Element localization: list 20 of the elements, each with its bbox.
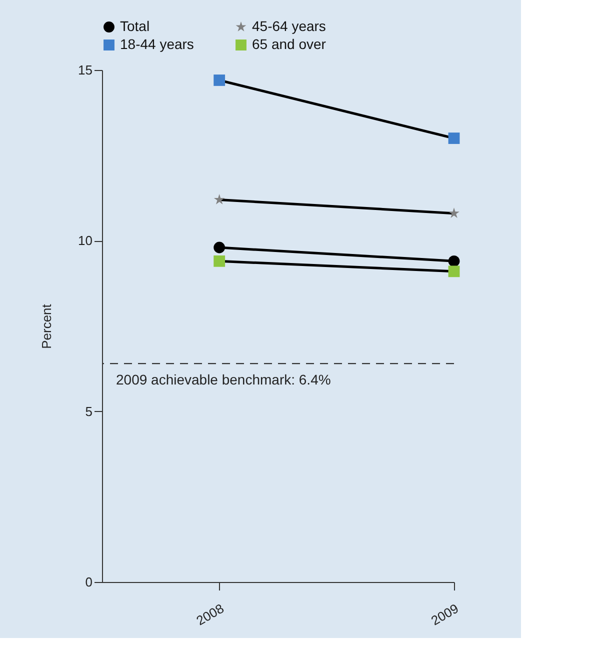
ref-line-label: 2009 achievable benchmark: 6.4% (116, 372, 331, 388)
legend-label: Total (120, 18, 150, 34)
point (214, 74, 226, 86)
point (448, 132, 460, 144)
point (214, 194, 225, 204)
x-tick-label: 2008 (194, 600, 226, 628)
legend-label: 65 and over (252, 36, 326, 52)
point (448, 255, 460, 267)
y-axis-title: Percent (39, 304, 54, 349)
y-tick-label: 15 (78, 62, 92, 78)
y-tick-label: 5 (85, 404, 92, 419)
y-tick-label: 10 (78, 233, 92, 248)
point (214, 255, 226, 267)
legend-label: 18-44 years (120, 36, 194, 52)
point (214, 242, 226, 254)
x-tick-label: 2009 (428, 600, 461, 628)
point (448, 208, 460, 218)
legend-label: 45-64 years (252, 18, 326, 34)
y-tick-label: 0 (85, 574, 92, 590)
point (448, 266, 460, 278)
